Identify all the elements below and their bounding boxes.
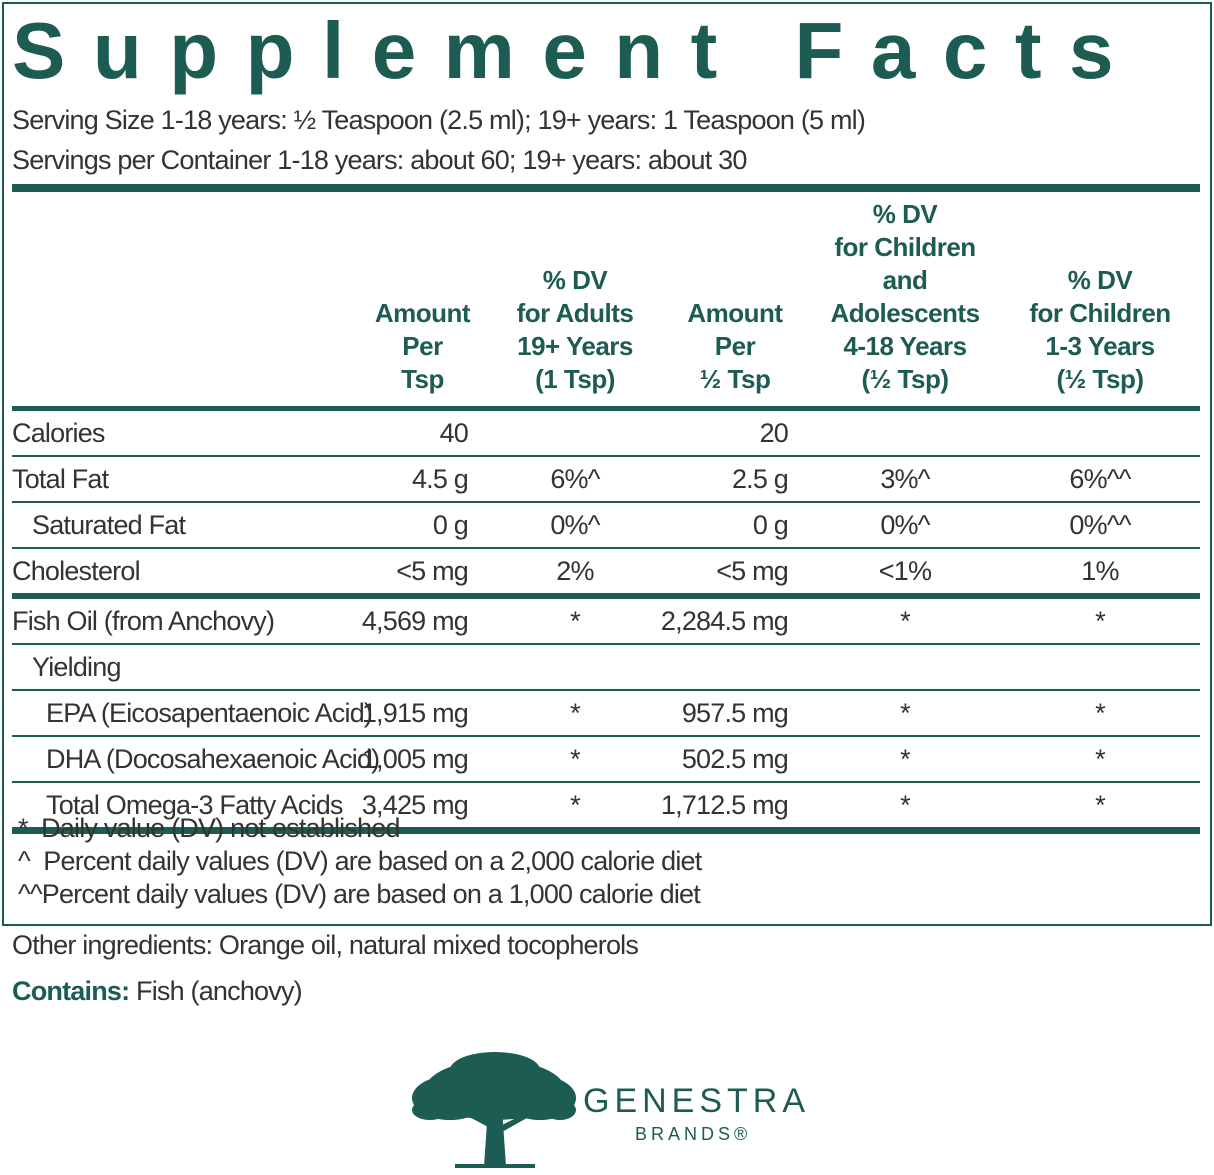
- header-blank: [12, 188, 355, 411]
- table-row: Total Omega-3 Fatty Acids 3,425 mg * 1,712.…: [12, 782, 1200, 831]
- column-header: Amount Per ½ Tsp: [660, 188, 810, 411]
- footnote: ^^Percent daily values (DV) are based on…: [18, 879, 701, 909]
- cell: *: [1000, 596, 1200, 645]
- cell: *: [810, 596, 1000, 645]
- row-label: Cholesterol: [12, 548, 355, 599]
- cell: 3%^: [810, 456, 1000, 503]
- footnote: ^ Percent daily values (DV) are based on…: [18, 846, 702, 876]
- cell: *: [1000, 690, 1200, 737]
- cell: 2.5 g: [660, 456, 810, 503]
- cell: 3,425 mg: [361, 789, 469, 820]
- cell: 2%: [490, 548, 660, 599]
- cell: <5 mg: [660, 548, 810, 599]
- table-row: Total Fat 4.5 g 6%^ 2.5 g 3%^ 6%^^: [12, 456, 1200, 503]
- cell: <1%: [810, 548, 1000, 599]
- cell: 0%^: [490, 502, 660, 549]
- column-header: % DV for Adults 19+ Years (1 Tsp): [490, 188, 660, 411]
- cell: 20: [660, 408, 810, 457]
- cell: *: [900, 789, 911, 820]
- logo-sub: BRANDS®: [635, 1124, 752, 1144]
- cell: [490, 644, 660, 691]
- cell: *: [810, 690, 1000, 737]
- cell: [1000, 408, 1200, 457]
- cell: *: [490, 596, 660, 645]
- row-label: Fish Oil (from Anchovy): [12, 596, 355, 645]
- cell: [810, 408, 1000, 457]
- table-body: Calories 40 20 Total Fat 4.5 g 6%^ 2.5 g 3%^ 6%^…: [12, 408, 1200, 831]
- cell: 40: [355, 408, 490, 457]
- serving-size: Serving Size 1-18 years: ½ Teaspoon (2.5…: [12, 105, 866, 135]
- logo-tree: [412, 1052, 576, 1168]
- cell: [1000, 644, 1200, 691]
- cell: [660, 644, 810, 691]
- column-header: % DV for Children 1-3 Years (½ Tsp): [1000, 188, 1200, 411]
- cell: 0%^^: [1000, 502, 1200, 549]
- other-ingredients: Other ingredients: Orange oil, natural m…: [12, 930, 639, 960]
- table-row: DHA (Docosahexaenoic Acid) 1,005 mg * 502.5…: [12, 736, 1200, 783]
- row-label: Total Omega-3 Fatty Acids: [46, 789, 343, 820]
- cell: 1,712.5 mg: [660, 789, 789, 820]
- cell: 0%^: [810, 502, 1000, 549]
- column-header: Amount Per Tsp: [355, 188, 490, 411]
- row-label: EPA (Eicosapentaenoic Acid): [12, 690, 373, 737]
- cell: *: [1095, 789, 1106, 820]
- cell: 6%^: [490, 456, 660, 503]
- servings-per-container: Servings per Container 1-18 years: about…: [12, 145, 747, 175]
- cell: [810, 644, 1000, 691]
- table-row: Yielding: [12, 644, 1200, 691]
- facts-table: Amount Per Tsp% DV for Adults 19+ Years …: [12, 184, 1200, 834]
- cell: 1,005 mg: [355, 736, 490, 783]
- cell: 502.5 mg: [660, 736, 810, 783]
- table-row: Fish Oil (from Anchovy) 4,569 mg * 2,284.5 …: [12, 596, 1200, 645]
- logo-name: GENESTRA: [583, 1082, 811, 1120]
- cell: *: [810, 736, 1000, 783]
- cell: 4.5 g: [355, 456, 490, 503]
- title: Supplement Facts: [12, 6, 1142, 95]
- cell: [355, 644, 490, 691]
- cell: 957.5 mg: [660, 690, 810, 737]
- facts-box: [2, 2, 1212, 926]
- cell: 6%^^: [1000, 456, 1200, 503]
- row-label: DHA (Docosahexaenoic Acid): [12, 736, 380, 783]
- contains-text: Fish (anchovy): [136, 976, 303, 1006]
- cell: *: [490, 736, 660, 783]
- row-label: Yielding: [12, 644, 355, 691]
- row-label: Calories: [12, 408, 355, 457]
- header-row: Amount Per Tsp% DV for Adults 19+ Years …: [12, 188, 1200, 411]
- cell: *: [570, 789, 581, 820]
- cell: *: [1000, 736, 1200, 783]
- column-header: % DV for Children and Adolescents 4-18 Y…: [810, 188, 1000, 411]
- table-row: Cholesterol <5 mg 2% <5 mg <1% 1%: [12, 548, 1200, 599]
- table-row: EPA (Eicosapentaenoic Acid) 1,915 mg * 957.…: [12, 690, 1200, 737]
- contains: Contains: Fish (anchovy): [12, 976, 303, 1007]
- row-label: Saturated Fat: [12, 502, 355, 549]
- cell: 0 g: [355, 502, 490, 549]
- cell: <5 mg: [355, 548, 490, 599]
- footnotes: * Daily value (DV) not established ^ Perc…: [18, 812, 702, 911]
- cell: 1,915 mg: [355, 690, 490, 737]
- cell: 1%: [1000, 548, 1200, 599]
- footnote: * Daily value (DV) not established: [18, 813, 401, 843]
- cell: *: [490, 690, 660, 737]
- cell: [490, 408, 660, 457]
- row-label: Total Fat: [12, 456, 355, 503]
- table-row: Calories 40 20: [12, 408, 1200, 457]
- cell: 2,284.5 mg: [660, 596, 810, 645]
- contains-label: Contains:: [12, 976, 130, 1006]
- cell: 0 g: [660, 502, 810, 549]
- table-row: Saturated Fat 0 g 0%^ 0 g 0%^ 0%^^: [12, 502, 1200, 549]
- cell: 4,569 mg: [355, 596, 490, 645]
